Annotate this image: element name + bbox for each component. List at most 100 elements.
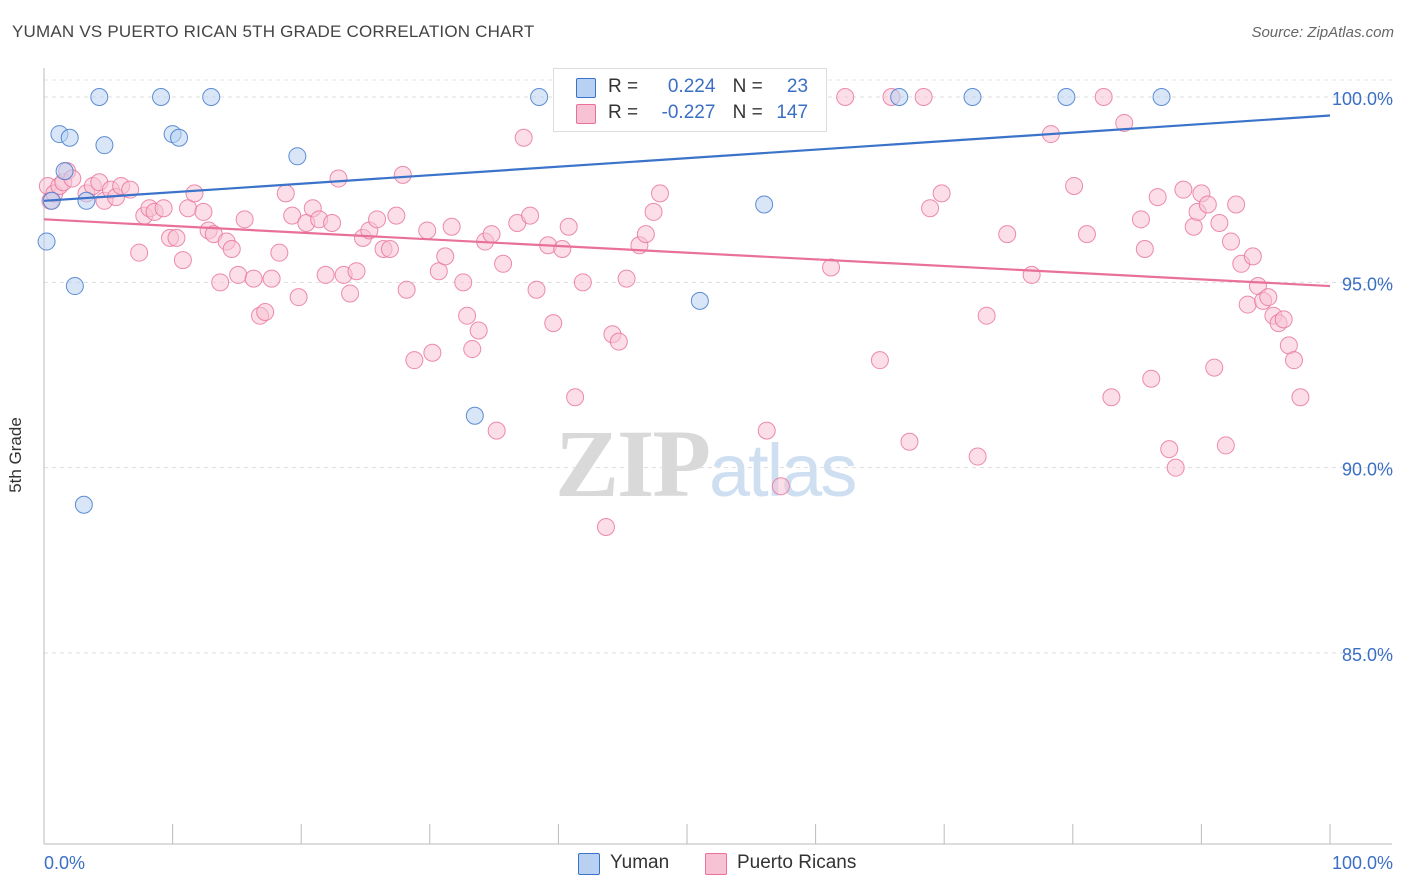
- point-yuman: [890, 88, 909, 106]
- point-puerto: [1160, 440, 1179, 459]
- trendline-puerto: [43, 218, 1331, 288]
- legend-r-value: -0.227: [661, 102, 716, 123]
- point-puerto: [436, 247, 455, 266]
- point-puerto: [405, 351, 424, 370]
- point-puerto: [596, 517, 615, 536]
- point-puerto: [289, 288, 308, 307]
- point-puerto: [977, 306, 996, 325]
- point-puerto: [870, 351, 889, 370]
- point-puerto: [1102, 388, 1121, 407]
- bottom-legend-label: Puerto Ricans: [737, 852, 857, 873]
- point-yuman: [55, 162, 74, 181]
- point-puerto: [397, 280, 416, 299]
- y-tick-label: 85.0%: [1342, 645, 1393, 665]
- x-tick-label: 0.0%: [44, 853, 85, 873]
- point-puerto: [1284, 351, 1303, 370]
- point-puerto: [442, 217, 461, 236]
- y-tick-label: 90.0%: [1342, 460, 1393, 480]
- point-puerto: [454, 273, 473, 292]
- point-puerto: [494, 254, 513, 273]
- point-puerto: [1142, 369, 1161, 388]
- point-puerto: [1274, 310, 1293, 329]
- point-puerto: [521, 206, 540, 225]
- legend-swatch-yuman: [576, 78, 596, 98]
- point-yuman: [77, 191, 96, 210]
- point-puerto: [173, 251, 192, 270]
- bottom-legend-label: Yuman: [610, 852, 670, 873]
- point-puerto: [194, 202, 213, 221]
- point-puerto: [235, 210, 254, 229]
- point-puerto: [1131, 210, 1150, 229]
- legend-swatch-puerto: [576, 104, 596, 124]
- point-puerto: [968, 447, 987, 466]
- point-puerto: [932, 184, 951, 203]
- point-puerto: [1184, 217, 1203, 236]
- point-puerto: [1238, 295, 1257, 314]
- point-yuman: [755, 195, 774, 214]
- point-puerto: [900, 432, 919, 451]
- point-puerto: [423, 343, 442, 362]
- point-yuman: [1057, 88, 1076, 106]
- point-puerto: [1205, 358, 1224, 377]
- point-puerto: [482, 225, 501, 244]
- point-puerto: [514, 128, 533, 147]
- point-puerto: [1135, 239, 1154, 258]
- point-puerto: [154, 199, 173, 218]
- legend-n-value: 147: [776, 102, 809, 123]
- point-puerto: [1166, 458, 1185, 477]
- point-yuman: [963, 88, 982, 106]
- point-puerto: [609, 332, 628, 351]
- point-puerto: [1259, 288, 1278, 307]
- point-yuman: [60, 128, 79, 147]
- point-puerto: [1227, 195, 1246, 214]
- point-puerto: [914, 88, 933, 106]
- point-puerto: [1022, 265, 1041, 284]
- point-puerto: [380, 239, 399, 258]
- point-puerto: [185, 184, 204, 203]
- point-yuman: [152, 88, 171, 106]
- point-puerto: [644, 202, 663, 221]
- point-puerto: [1094, 88, 1113, 106]
- watermark: ZIPatlas: [555, 408, 857, 519]
- point-yuman: [202, 88, 221, 106]
- x-tick-label: 100.0%: [1332, 853, 1393, 873]
- bottom-legend-swatch-yuman: [578, 853, 600, 875]
- point-puerto: [329, 169, 348, 188]
- stats-legend: R = 0.224 N = 23 R = -0.227 N = 147: [553, 68, 827, 132]
- point-puerto: [368, 210, 387, 229]
- bottom-legend-swatch-puerto: [705, 853, 727, 875]
- point-yuman: [65, 277, 84, 296]
- point-puerto: [418, 221, 437, 240]
- point-puerto: [559, 217, 578, 236]
- point-puerto: [617, 269, 636, 288]
- point-puerto: [553, 239, 572, 258]
- point-puerto: [566, 388, 585, 407]
- point-puerto: [1198, 195, 1217, 214]
- source-label: Source: ZipAtlas.com: [1251, 24, 1394, 41]
- point-puerto: [757, 421, 776, 440]
- trendline-yuman: [43, 114, 1331, 202]
- point-puerto: [544, 314, 563, 333]
- point-puerto: [393, 165, 412, 184]
- point-puerto: [429, 262, 448, 281]
- point-puerto: [836, 88, 855, 106]
- chart-title: YUMAN VS PUERTO RICAN 5TH GRADE CORRELAT…: [12, 22, 535, 41]
- y-axis-label: 5th Grade: [6, 417, 25, 493]
- legend-r-label: R =: [608, 102, 639, 123]
- point-yuman: [170, 128, 189, 147]
- point-puerto: [458, 306, 477, 325]
- point-yuman: [690, 291, 709, 310]
- legend-n-value: 23: [786, 76, 809, 97]
- point-puerto: [244, 269, 263, 288]
- point-puerto: [650, 184, 669, 203]
- point-puerto: [998, 225, 1017, 244]
- point-yuman: [74, 495, 93, 514]
- point-puerto: [1210, 214, 1229, 233]
- point-puerto: [1174, 180, 1193, 199]
- y-tick-label: 100.0%: [1332, 89, 1393, 109]
- point-puerto: [323, 214, 342, 233]
- point-puerto: [1216, 436, 1235, 455]
- point-puerto: [341, 284, 360, 303]
- point-puerto: [256, 302, 275, 321]
